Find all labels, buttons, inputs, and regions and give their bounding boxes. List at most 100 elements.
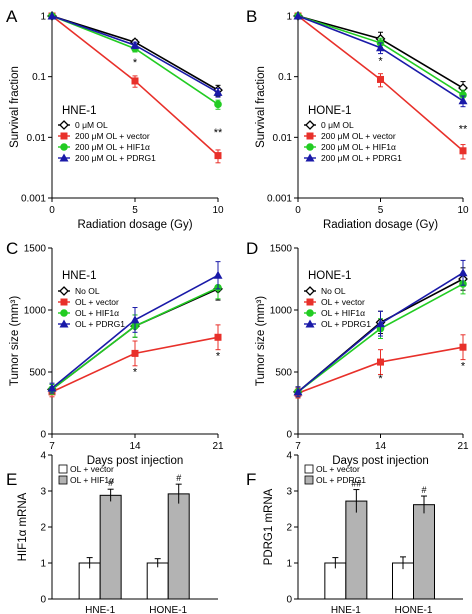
legend-label: OL + HIF1α [75,308,119,318]
panel-D: D 0 500 1000 1500 7 14 21 Days post injection Tum… [246,239,469,467]
x-tick-label: HNE-1 [85,605,115,614]
panel-title: HONE-1 [308,105,351,117]
series-1 [294,334,467,399]
panel-label: B [246,7,257,26]
x-tick-label: 21 [212,441,224,452]
data-point [458,268,468,277]
x-tick-label: 7 [295,441,301,452]
legend-label: 200 μM OL + vector [321,131,396,141]
data-point [458,96,468,105]
significance-label: ** [214,127,223,139]
data-point [377,358,384,366]
series-3 [293,259,468,398]
data-point [376,319,385,328]
y-tick-label: 2 [286,523,292,534]
legend-marker [306,298,314,306]
y-tick-label: 3 [286,487,292,498]
data-point [130,315,140,324]
x-tick-label: 10 [457,205,469,216]
x-tick-label: 21 [457,441,469,452]
panel-F: F 0 1 2 3 4 PDRG1 mRNA HNE-1 ## HONE-1 # OL + vecto… [246,451,463,614]
x-tick-label: 5 [132,205,138,216]
legend-marker [59,120,69,130]
y-tick-label: 1500 [270,244,293,255]
legend-marker [305,153,315,162]
y-axis-label: Survival fraction [9,66,21,148]
legend-marker [59,286,69,296]
y-tick-label: 0.1 [32,72,46,83]
legend-marker [60,132,68,140]
x-tick-label: HNE-1 [331,605,361,614]
x-tick-label: HONE-1 [395,605,433,614]
data-point [213,87,223,96]
y-axis-label: Survival fraction [255,66,267,148]
significance-label: * [378,373,383,385]
series-3 [47,261,223,394]
bar [413,504,435,600]
x-tick-label: 10 [212,205,224,216]
legend-label: 0 μM OL [75,120,108,130]
legend-label: 200 μM OL + PDRG1 [321,153,402,163]
y-tick-label: 0.01 [27,133,47,144]
data-point [459,343,467,351]
y-tick-label: 1000 [24,306,47,317]
legend-marker [306,143,314,151]
legend-label: OL + vector [70,464,114,474]
bar [345,500,368,600]
significance-label: # [108,478,113,488]
legend-marker [60,309,68,317]
y-axis-label: Tumor size (mm³) [255,296,267,386]
y-axis-label: PDRG1 mRNA [263,488,275,565]
data-point [214,333,222,341]
bar [167,493,190,600]
legend-label: OL + vector [316,464,360,474]
y-tick-label: 500 [275,368,292,379]
x-tick-label: 14 [129,441,141,452]
panel-C: C 0 500 1000 1500 7 14 21 Days post injection Tum… [6,239,224,467]
y-tick-label: 0.001 [267,194,292,205]
panel-title: HNE-1 [62,270,97,282]
y-tick-label: 2 [40,523,46,534]
legend-marker [305,319,315,328]
legend-label: 200 μM OL + vector [75,131,150,141]
data-point [130,40,140,49]
panel-label: D [246,239,258,258]
x-axis-label: Days post injection [332,455,429,467]
significance-label: * [133,57,138,69]
y-tick-label: 1 [40,12,46,23]
significance-label: ## [351,479,361,489]
legend-label: OL + HIF1α [321,308,365,318]
y-tick-label: 1000 [270,306,293,317]
data-point [376,43,385,52]
y-tick-label: 0.001 [21,194,46,205]
x-tick-label: 5 [378,205,384,216]
x-axis-label: Radiation dosage (Gy) [323,219,438,231]
legend-marker [305,120,315,130]
legend-marker [59,153,69,162]
legend-marker [305,286,315,296]
legend-marker [60,143,68,151]
data-point [377,75,384,83]
data-point [131,77,139,85]
y-axis-label: Tumor size (mm³) [9,296,21,386]
y-tick-label: 0 [286,430,292,441]
y-tick-label: 1 [40,559,46,570]
panel-label: A [6,7,18,26]
legend-marker [60,298,68,306]
data-point [459,147,467,155]
legend-label: OL + PDRG1 [316,475,366,485]
y-tick-label: 3 [40,487,46,498]
y-tick-label: 1 [286,12,292,23]
significance-label: ** [459,124,468,136]
panel-label: E [6,470,17,489]
series-3 [47,11,223,98]
significance-label: * [461,361,466,373]
legend-label: 200 μM OL + HIF1α [75,142,150,152]
legend-label: No OL [321,286,346,296]
legend-label: 0 μM OL [321,120,354,130]
legend-marker [59,319,69,328]
panel-title: HNE-1 [62,105,97,117]
